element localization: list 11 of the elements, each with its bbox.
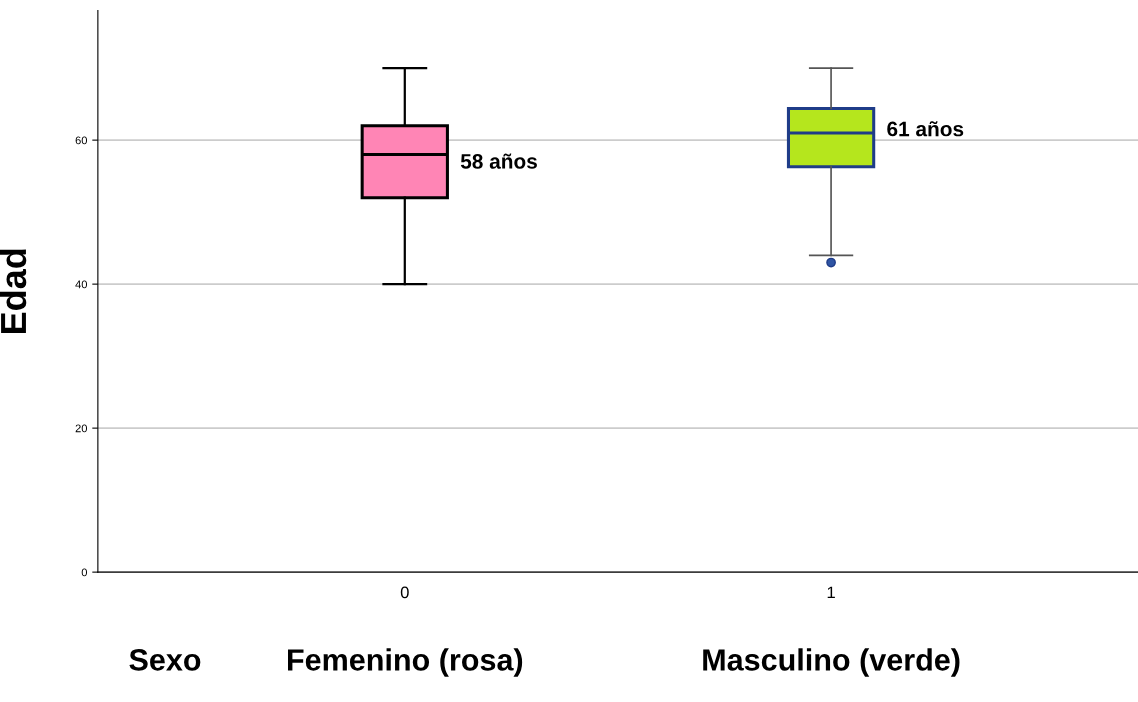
y-tick-label: 20 — [75, 424, 88, 433]
y-tick-label: 60 — [75, 136, 88, 145]
y-tick-label: 0 — [81, 568, 88, 577]
x-axis-title: Sexo — [129, 649, 201, 671]
text: Femenino (rosa) — [288, 648, 523, 677]
text: Masculino (verde) — [703, 648, 960, 677]
y-axis-title: Edad — [0, 249, 27, 334]
x-tick-label: 1 — [827, 586, 835, 599]
y-tick-label: 40 — [75, 280, 88, 289]
annotation: 61 años — [887, 121, 964, 137]
annotation: 58 años — [460, 153, 537, 169]
